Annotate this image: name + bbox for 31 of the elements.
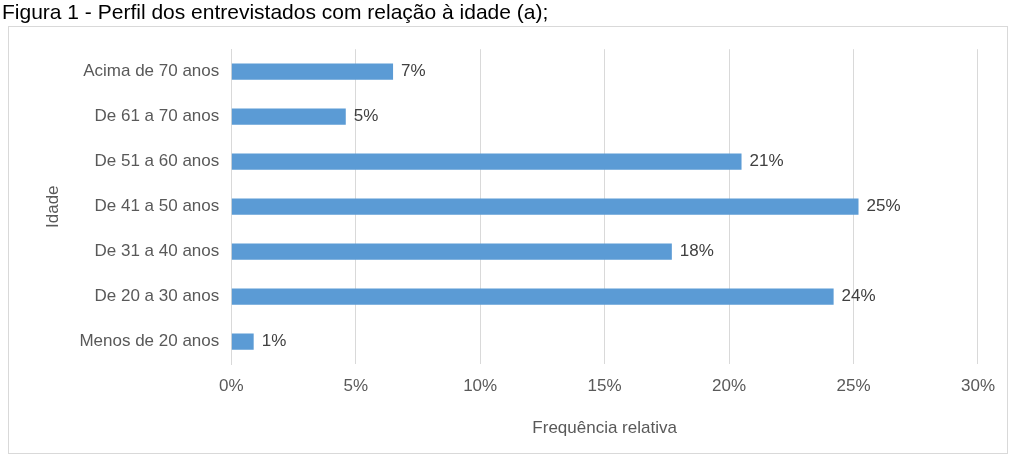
x-tick-label: 30%	[960, 376, 995, 396]
y-tick-label: Acima de 70 anos	[83, 61, 220, 81]
y-tick-label: De 20 a 30 anos	[94, 286, 220, 306]
bar	[231, 333, 254, 350]
data-label: 25%	[866, 196, 901, 216]
y-tick-label: De 61 a 70 anos	[94, 106, 220, 126]
x-tick-label: 15%	[587, 376, 622, 396]
data-label: 7%	[401, 61, 426, 81]
y-tick-label: De 41 a 50 anos	[94, 196, 220, 216]
bar	[231, 108, 346, 125]
y-tick-label: Menos de 20 anos	[79, 331, 220, 351]
x-tick-label: 10%	[463, 376, 498, 396]
x-tick-label: 0%	[218, 376, 244, 396]
x-axis-title: Frequência relativa	[532, 418, 678, 438]
x-tick-label: 25%	[836, 376, 871, 396]
x-tick-label: 5%	[343, 376, 369, 396]
bar	[231, 243, 672, 260]
data-label: 5%	[353, 106, 379, 126]
bar	[231, 153, 742, 170]
bar	[231, 63, 394, 80]
data-label: 1%	[261, 331, 287, 351]
data-label: 18%	[679, 241, 714, 261]
chart-title: Figura 1 - Perfil dos entrevistados com relação à idade (a);	[1, 0, 550, 24]
y-tick-label: De 51 a 60 anos	[94, 151, 220, 171]
y-axis-title: Idade	[42, 185, 62, 228]
x-tick-label: 20%	[712, 376, 747, 396]
bar	[231, 288, 834, 305]
y-tick-label: De 31 a 40 anos	[94, 241, 220, 261]
bar	[231, 198, 859, 215]
data-label: 21%	[749, 151, 784, 171]
data-label: 24%	[841, 286, 876, 306]
